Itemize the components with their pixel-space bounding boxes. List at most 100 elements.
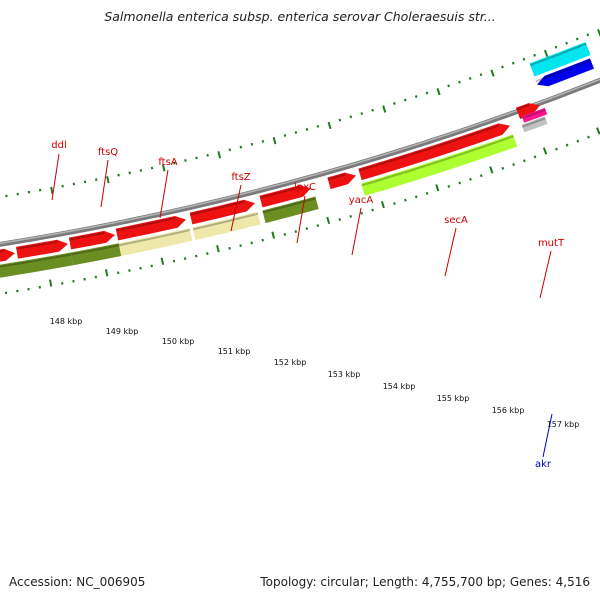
tick-mark xyxy=(371,208,374,212)
tick-mark xyxy=(206,252,209,255)
tick-mark xyxy=(50,186,54,195)
tick-mark xyxy=(327,121,332,130)
tick-mark xyxy=(261,139,265,143)
gene-label-secA: secA xyxy=(444,215,468,226)
tick-mark xyxy=(49,279,53,287)
tick-mark xyxy=(195,156,198,160)
cds-ftsQ2-shade xyxy=(69,231,105,241)
cog-akr xyxy=(529,41,591,77)
tick-mark xyxy=(479,73,483,77)
gene-label-akr: akr xyxy=(535,459,552,470)
tick-mark xyxy=(586,33,590,37)
accession-text: Accession: NC_006905 xyxy=(9,575,146,589)
tick-label: 149 kbp xyxy=(106,327,139,336)
cds-ftsQ xyxy=(16,239,68,259)
tick-mark xyxy=(271,231,276,239)
tick-mark xyxy=(511,61,515,65)
tick-mark xyxy=(489,166,494,174)
tick-mark xyxy=(436,87,441,96)
tick-mark xyxy=(597,29,600,37)
gene-label-ddl: ddl xyxy=(51,140,66,151)
tick-label: 150 kbp xyxy=(162,337,195,346)
tick-mark xyxy=(316,124,320,128)
tick-mark xyxy=(512,163,515,167)
tick-mark xyxy=(522,57,526,61)
gene-label-ftsZ: ftsZ xyxy=(231,172,250,183)
tick-label: 157 kbp xyxy=(547,420,580,429)
cds-ddl xyxy=(0,248,15,262)
cds-ftsA-shade xyxy=(116,216,176,232)
tick-mark xyxy=(490,69,495,77)
cds-akr xyxy=(537,58,595,87)
tick-mark xyxy=(479,174,483,178)
gene-label-ftsA: ftsA xyxy=(158,157,177,168)
tick-mark xyxy=(403,98,407,102)
tick-mark xyxy=(565,143,569,147)
gene-leader-line xyxy=(542,413,553,458)
tick-mark xyxy=(217,151,222,159)
gene-leader-line xyxy=(51,153,60,201)
tick-label: 153 kbp xyxy=(328,370,361,379)
backbone-highlight xyxy=(0,78,600,245)
cog-mutT-shade xyxy=(521,117,546,128)
tick-mark xyxy=(414,95,418,98)
tick-mark xyxy=(382,105,387,113)
tick-mark xyxy=(425,91,429,95)
tick-mark xyxy=(349,214,353,218)
tick-mark xyxy=(305,227,309,231)
tick-mark xyxy=(326,216,331,225)
tick-label: 155 kbp xyxy=(437,394,470,403)
tick-mark xyxy=(173,161,176,165)
tick-mark xyxy=(447,184,451,188)
tick-mark xyxy=(380,200,385,209)
tick-mark xyxy=(393,102,396,105)
tick-mark xyxy=(404,198,407,202)
cog-ftsA-shade xyxy=(118,229,191,247)
tick-mark xyxy=(294,131,298,134)
backbone xyxy=(0,77,600,247)
cds-mutT-shade xyxy=(516,104,530,111)
tick-mark xyxy=(305,128,309,131)
cds-ftsZ-shade xyxy=(189,200,245,216)
tick-mark xyxy=(261,238,264,242)
tick-mark xyxy=(555,147,558,151)
tick-mark xyxy=(587,135,590,139)
cds-ftsQ-shade xyxy=(16,240,58,250)
tick-mark xyxy=(360,211,363,215)
tick-label: 148 kbp xyxy=(50,317,83,326)
tick-mark xyxy=(501,65,504,69)
tick-mark xyxy=(250,241,253,245)
tick-mark xyxy=(522,159,526,163)
gene-label-yacA: yacA xyxy=(349,195,374,206)
tick-mark xyxy=(316,224,320,228)
tick-mark xyxy=(447,84,450,88)
tick-mark xyxy=(183,257,187,261)
tick-label: 154 kbp xyxy=(383,382,416,391)
cog-secA-shade xyxy=(361,135,514,187)
cog-lpxC xyxy=(262,196,319,224)
tick-mark xyxy=(272,137,277,145)
backbone-line xyxy=(0,77,600,247)
cog-akr-shade xyxy=(529,42,587,67)
tick-mark xyxy=(533,53,536,57)
cds-lpxC-shade xyxy=(259,186,301,199)
cds-yacA xyxy=(327,172,356,190)
tick-mark xyxy=(458,80,461,84)
cog-ftsZ xyxy=(192,211,261,241)
tick-mark xyxy=(139,169,143,172)
gene-leader-line xyxy=(444,227,457,277)
feature-track xyxy=(0,41,595,278)
cog-lpxC-shade xyxy=(262,197,317,214)
map-title: Salmonella enterica subsp. enterica sero… xyxy=(104,9,496,24)
tick-mark xyxy=(393,202,396,205)
gene-label-mutT: mutT xyxy=(538,238,565,249)
tick-mark xyxy=(104,269,109,277)
tick-mark xyxy=(533,155,537,159)
genome-summary-text: Topology: circular; Length: 4,755,700 bp… xyxy=(260,575,590,589)
cog-ftsQ-shade xyxy=(71,244,120,256)
tick-mark xyxy=(228,148,232,152)
cog-ftsZ-shade xyxy=(192,212,259,231)
gene-label-lpxC: lpxC xyxy=(294,182,316,193)
cog-ddl-shade xyxy=(0,253,72,268)
